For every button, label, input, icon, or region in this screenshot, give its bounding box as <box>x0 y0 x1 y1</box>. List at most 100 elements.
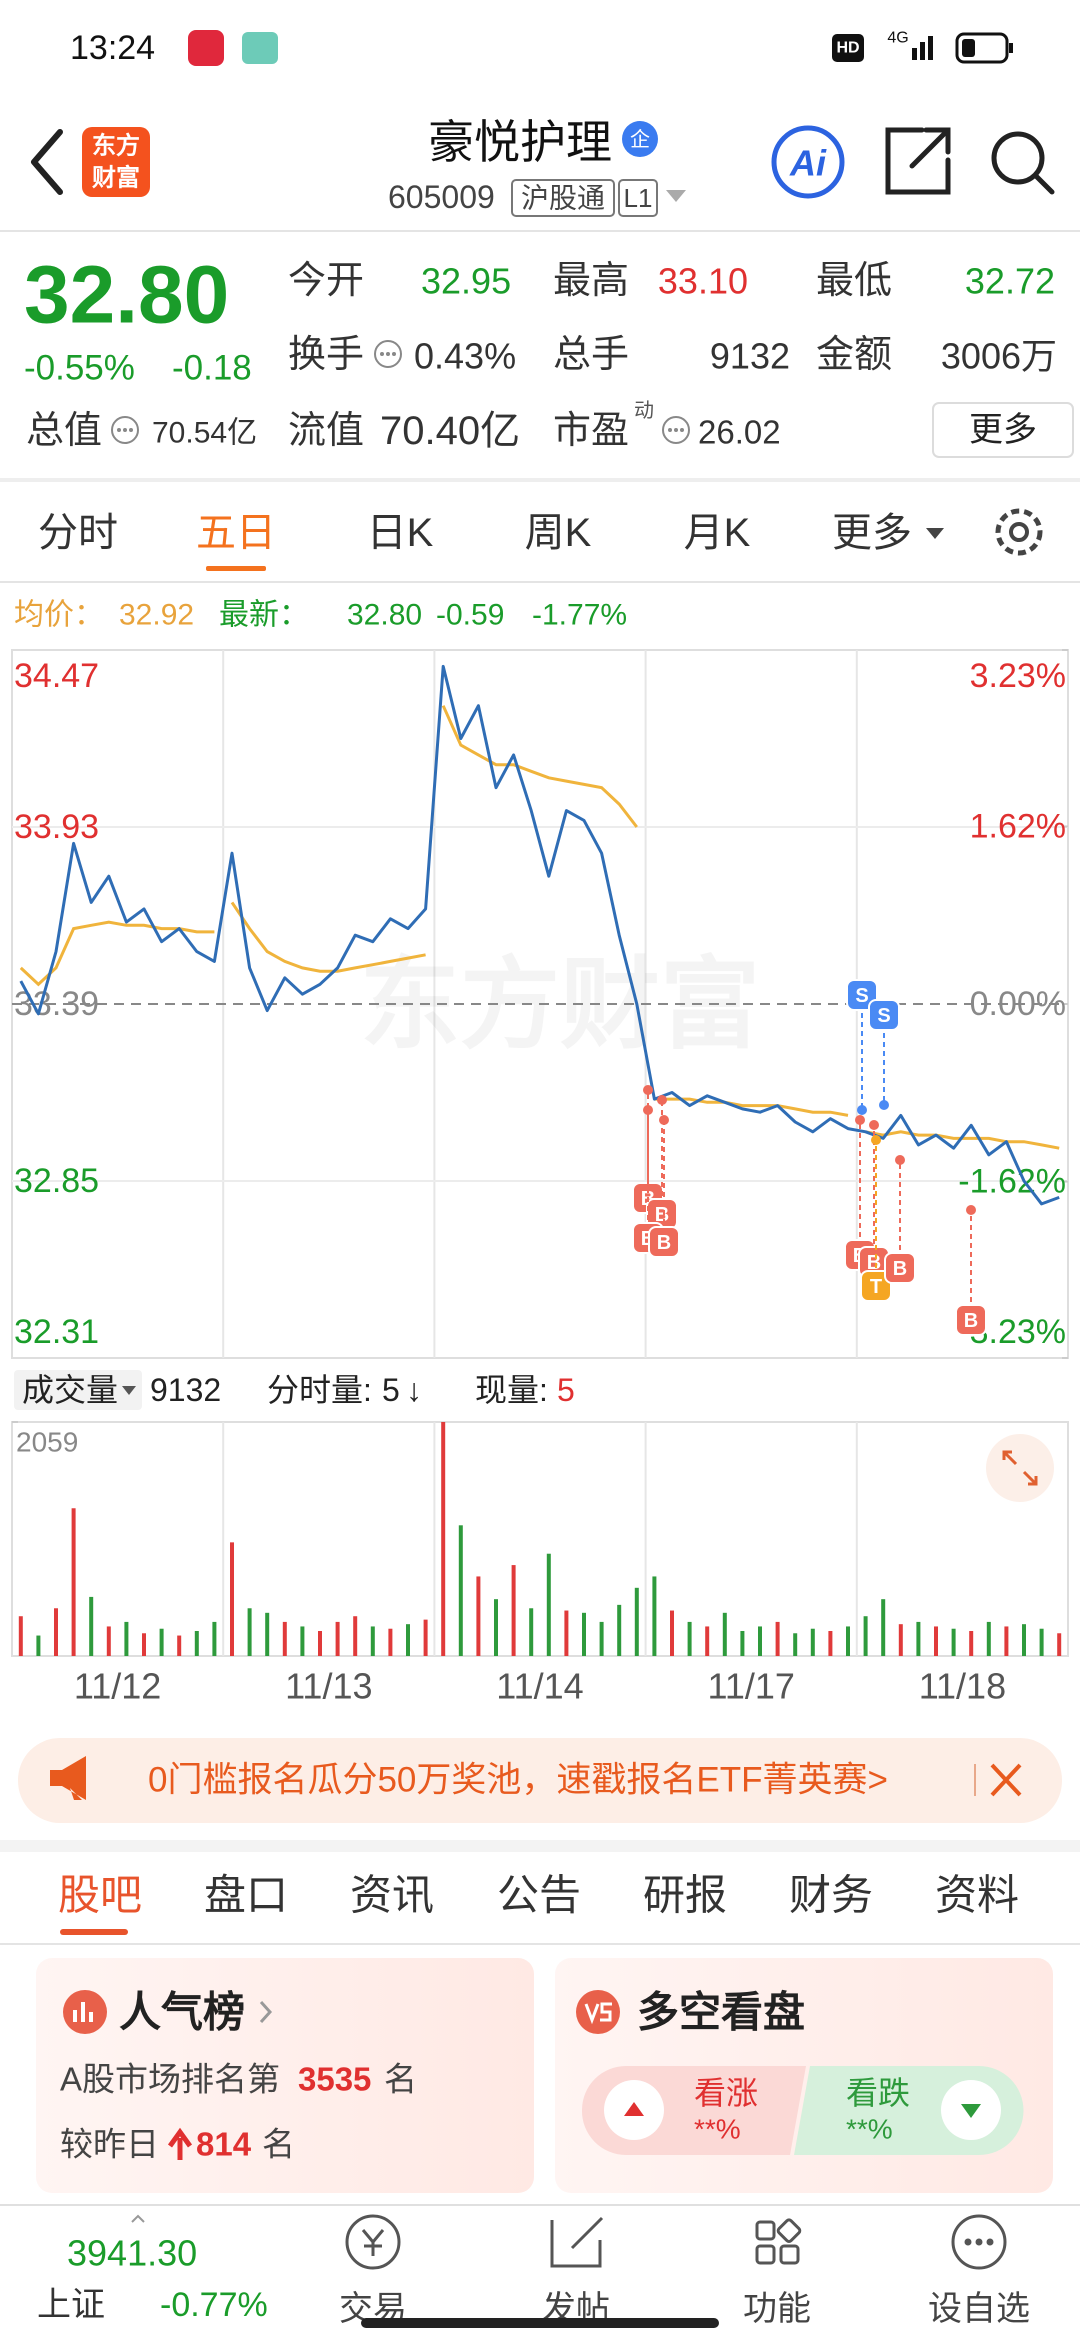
popularity-card[interactable] <box>36 1958 534 2193</box>
trade-dot <box>643 1105 653 1115</box>
now-volume: 5 <box>557 1372 575 1408</box>
volume-bar <box>793 1633 798 1656</box>
avg-label: 均价： <box>14 599 104 632</box>
trade-marker[interactable] <box>955 1304 987 1336</box>
trade-marker-label: B <box>657 1232 671 1254</box>
volume-selector[interactable] <box>14 1370 142 1410</box>
stat-label: 最高 <box>553 260 629 302</box>
section-tab[interactable]: 公告 <box>497 1872 581 1919</box>
signal <box>912 36 933 60</box>
trade-marker[interactable] <box>860 1270 892 1302</box>
settings-button[interactable] <box>995 508 1043 556</box>
volume-bar <box>36 1635 41 1656</box>
collapse-arrow[interactable] <box>131 2214 145 2223</box>
stat-value: 32.72 <box>965 261 1055 302</box>
nav-item[interactable]: 设自选 <box>928 2290 1030 2328</box>
y-tick-label: 32.85 <box>14 1162 99 1200</box>
volume-bar <box>18 1616 23 1656</box>
section-tab[interactable]: 盘口 <box>204 1872 288 1919</box>
volume-bar <box>881 1599 886 1656</box>
banner-text: 0门槛报名瓜分50万奖池，速戳报名ETF菁英赛> <box>148 1761 888 1800</box>
info-icon[interactable] <box>662 416 690 444</box>
volume-bar <box>476 1576 481 1656</box>
chart-tab[interactable]: 分时 <box>38 511 118 555</box>
price-chart: 东方财富34.4733.9333.3932.8532.313.23%1.62%0… <box>11 649 1069 1707</box>
volume-bar <box>1039 1628 1044 1656</box>
info-icon[interactable] <box>374 340 402 368</box>
y2-tick-label: -1.62% <box>958 1163 1066 1201</box>
chart-tab[interactable]: 周K <box>525 511 592 555</box>
trade-marker-label: T <box>870 1276 882 1298</box>
market-text: 沪股通 <box>521 183 605 214</box>
volume-bar <box>124 1621 129 1656</box>
ai-button[interactable] <box>771 125 845 199</box>
volume-bar <box>722 1612 727 1656</box>
index-name: 上证 <box>37 2286 105 2324</box>
card-icon-glyph <box>584 2002 612 2025</box>
volume-bar <box>969 1630 974 1656</box>
app-icon <box>242 32 278 64</box>
y-tick-label: 34.47 <box>14 657 99 695</box>
section-tab[interactable]: 股吧 <box>58 1872 142 1919</box>
stat-label: 总手 <box>553 334 629 376</box>
volume-bar <box>441 1422 446 1656</box>
volume-bar <box>1022 1624 1026 1656</box>
banner[interactable] <box>18 1738 1062 1823</box>
latest-change: -0.59 <box>436 599 504 632</box>
card-icon-glyph <box>73 2002 93 2022</box>
trade-dot <box>857 1105 867 1115</box>
stat-value: 9132 <box>710 336 790 377</box>
volume-bar <box>1057 1633 1062 1656</box>
x-tick-label: 11/12 <box>74 1666 161 1707</box>
section-tab[interactable]: 资料 <box>935 1872 1019 1919</box>
change-prefix: 较昨日 <box>60 2126 159 2163</box>
index-change: -0.77% <box>160 2286 268 2324</box>
chart-tab[interactable]: 五日 <box>196 511 276 555</box>
chart-tab[interactable]: 更多 <box>832 511 912 555</box>
volume-bar <box>318 1630 322 1656</box>
expand-button[interactable] <box>986 1434 1054 1502</box>
rank: 3535 <box>298 2061 371 2098</box>
back-button[interactable] <box>31 129 63 195</box>
volume-bar <box>370 1626 375 1656</box>
section-tab[interactable]: 财务 <box>789 1872 873 1919</box>
trade-marker[interactable] <box>648 1226 680 1258</box>
banner-close[interactable] <box>990 1763 1022 1797</box>
more-button[interactable] <box>932 402 1074 458</box>
index-value[interactable]: 3941.30 <box>67 2233 197 2274</box>
stat-superscript: 动 <box>634 399 654 422</box>
avg-line <box>230 901 426 973</box>
search-button[interactable] <box>991 131 1045 185</box>
volume-chart: 2059 <box>11 1421 1069 1657</box>
app-logo[interactable] <box>82 127 150 197</box>
home-indicator[interactable] <box>361 2318 719 2328</box>
share-button[interactable] <box>885 127 951 195</box>
trade-marker[interactable] <box>884 1252 916 1284</box>
stat-label: 换手 <box>288 334 364 376</box>
trade-dot <box>895 1155 905 1165</box>
chart-tab[interactable]: 日K <box>367 511 434 555</box>
volume-bar <box>406 1624 410 1656</box>
dropdown-arrow[interactable] <box>926 528 944 539</box>
price-line <box>19 664 1060 1206</box>
volume-label: 成交量 <box>22 1372 118 1408</box>
volume-total: 9132 <box>150 1372 221 1408</box>
latest-label: 最新： <box>219 599 309 632</box>
nav-item[interactable]: 功能 <box>743 2290 811 2328</box>
battery-level <box>962 39 975 57</box>
level-text: L1 <box>624 183 653 213</box>
volume-bar <box>863 1616 868 1656</box>
stat-value: 32.95 <box>421 261 511 302</box>
chart-tab[interactable]: 月K <box>684 511 751 555</box>
volume-bar <box>300 1626 305 1656</box>
tick-arrow: ↓ <box>406 1372 422 1408</box>
section-tab[interactable]: 研报 <box>643 1872 727 1919</box>
section-tab[interactable]: 资讯 <box>350 1872 434 1919</box>
info-icon[interactable] <box>111 416 139 444</box>
stat-label: 金额 <box>816 334 892 376</box>
volume-bar <box>177 1635 182 1656</box>
dropdown-arrow[interactable] <box>666 190 686 202</box>
trade-marker[interactable] <box>868 999 900 1031</box>
badge <box>622 121 658 157</box>
